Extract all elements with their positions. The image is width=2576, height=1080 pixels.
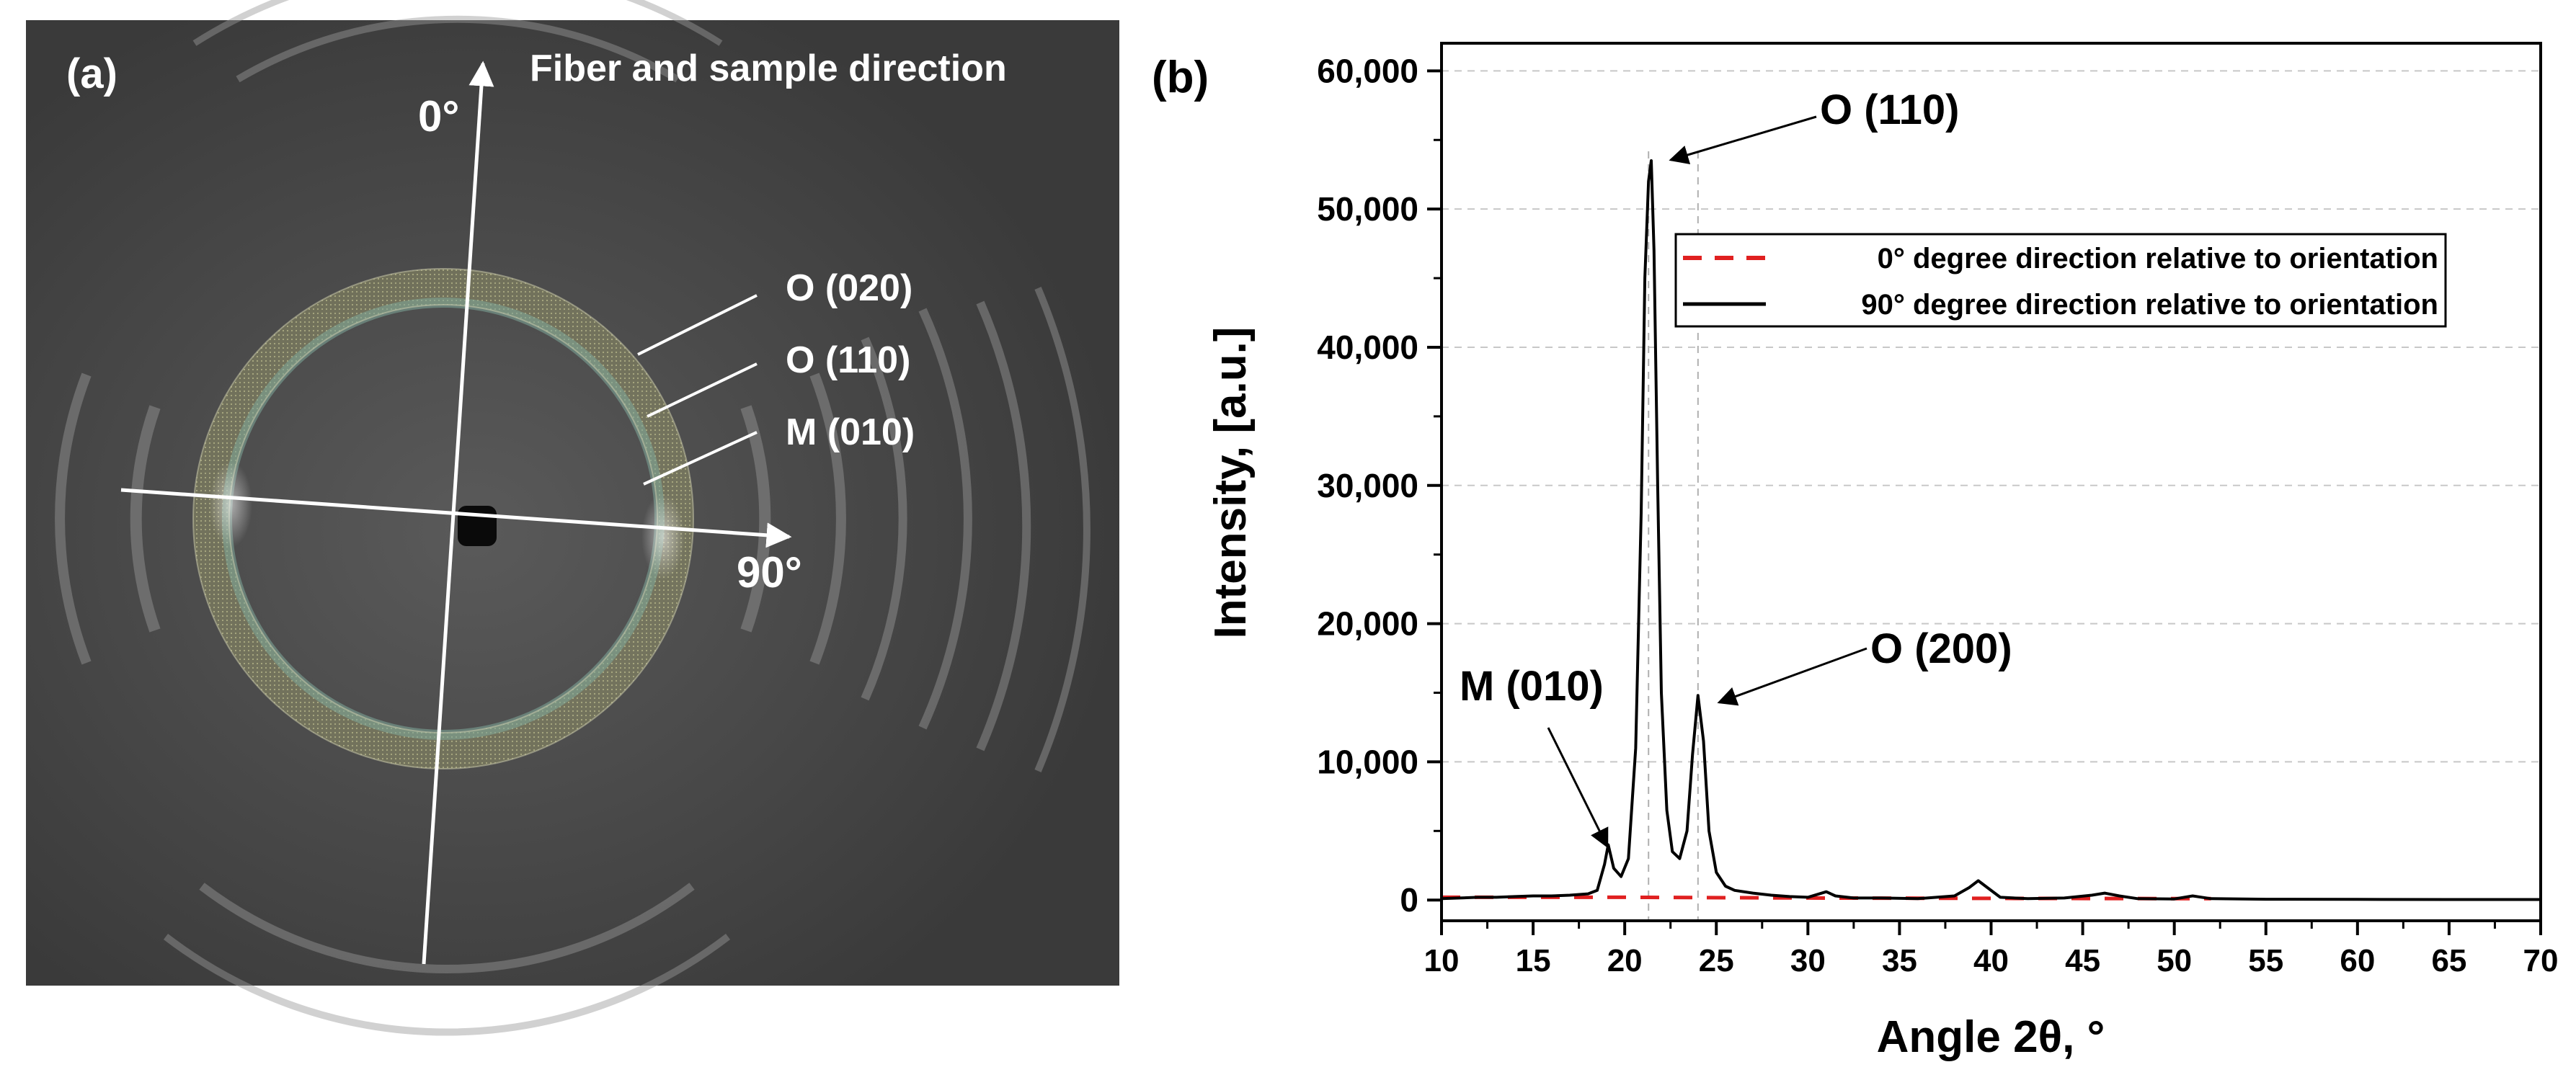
x-tick-label-9: 55 (2248, 943, 2283, 978)
annotation-m010: M (010) (1460, 663, 1604, 710)
y-tick-label-5: 50,000 (1317, 190, 1418, 228)
beam-stop (458, 506, 497, 546)
annotation-arrow-o200 (1717, 647, 1867, 706)
legend-label-0deg: 0° degree direction relative to orientat… (1878, 243, 2438, 275)
x-tick-label-6: 40 (1973, 943, 2009, 978)
ring-label-o020: O (020) (786, 267, 912, 309)
legend: 0° degree direction relative to orientat… (1674, 233, 2447, 328)
y-tick-label-3: 30,000 (1317, 467, 1418, 504)
y-tick-label-1: 10,000 (1317, 743, 1418, 780)
annotation-arrow-o110 (1669, 115, 1817, 165)
series-90deg-line (1442, 159, 2541, 901)
panel-a-label: (a) (66, 50, 117, 97)
ring-glow-left (209, 461, 252, 548)
legend-box (1674, 233, 2447, 328)
x-tick-label-4: 30 (1790, 943, 1826, 978)
axis-90deg-arrow (120, 488, 792, 548)
diffraction-pattern-background (26, 20, 1119, 986)
reference-lines (1648, 151, 1699, 921)
panel-a: (a) Fiber and sample direction 0° 90° O … (26, 0, 1119, 1036)
annotation-o110: O (110) (1820, 86, 1959, 133)
y-tick-label-0: 0 (1400, 881, 1418, 919)
x-tick-label-5: 35 (1882, 943, 1917, 978)
gridlines (1442, 70, 2541, 763)
x-tick-label-2: 20 (1607, 943, 1643, 978)
x-tick-label-10: 60 (2340, 943, 2375, 978)
leader-o020 (637, 294, 758, 356)
series-0deg-line (1442, 895, 2211, 901)
x-tick-label-7: 45 (2065, 943, 2100, 978)
ring-label-o110: O (110) (786, 339, 910, 381)
x-ticks: 10 15 20 25 30 35 40 45 50 55 60 65 70 (1424, 921, 2559, 978)
outer-diffraction-arcs (55, 0, 1091, 1036)
x-tick-label-0: 10 (1424, 943, 1460, 978)
legend-label-90deg: 90° degree direction relative to orienta… (1861, 289, 2438, 321)
ring-glow-right (641, 494, 685, 580)
axis-90deg-label: 90° (737, 548, 802, 597)
x-tick-label-3: 25 (1699, 943, 1734, 978)
y-tick-label-6: 60,000 (1317, 52, 1418, 89)
y-tick-label-4: 40,000 (1317, 329, 1418, 366)
annotation-o200: O (200) (1870, 625, 2012, 672)
leader-o110 (647, 362, 758, 418)
panel-a-header: Fiber and sample direction (530, 48, 1007, 89)
x-tick-label-1: 15 (1516, 943, 1551, 978)
y-axis-label: Intensity, [a.u.] (1206, 327, 1256, 639)
ring-label-m010: M (010) (786, 411, 915, 453)
x-tick-label-12: 70 (2523, 943, 2559, 978)
panel-b: (b) 10 15 20 25 30 35 40 45 50 55 60 65 70 0 10,000 20… (1152, 42, 2559, 1062)
plot-frame (1440, 42, 2542, 922)
annotation-arrow-m010 (1547, 727, 1609, 849)
panel-b-label: (b) (1152, 53, 1209, 102)
x-tick-label-11: 65 (2431, 943, 2466, 978)
x-axis-label: Angle 2θ, ° (1877, 1012, 2105, 1062)
x-tick-label-8: 50 (2157, 943, 2192, 978)
axis-0deg-label: 0° (418, 92, 459, 140)
leader-m010 (643, 431, 758, 486)
y-ticks: 0 10,000 20,000 30,000 40,000 50,000 60,000 (1317, 52, 1442, 919)
annotations: O (110) O (200) M (010) (1460, 86, 2012, 849)
y-tick-label-2: 20,000 (1317, 605, 1418, 643)
